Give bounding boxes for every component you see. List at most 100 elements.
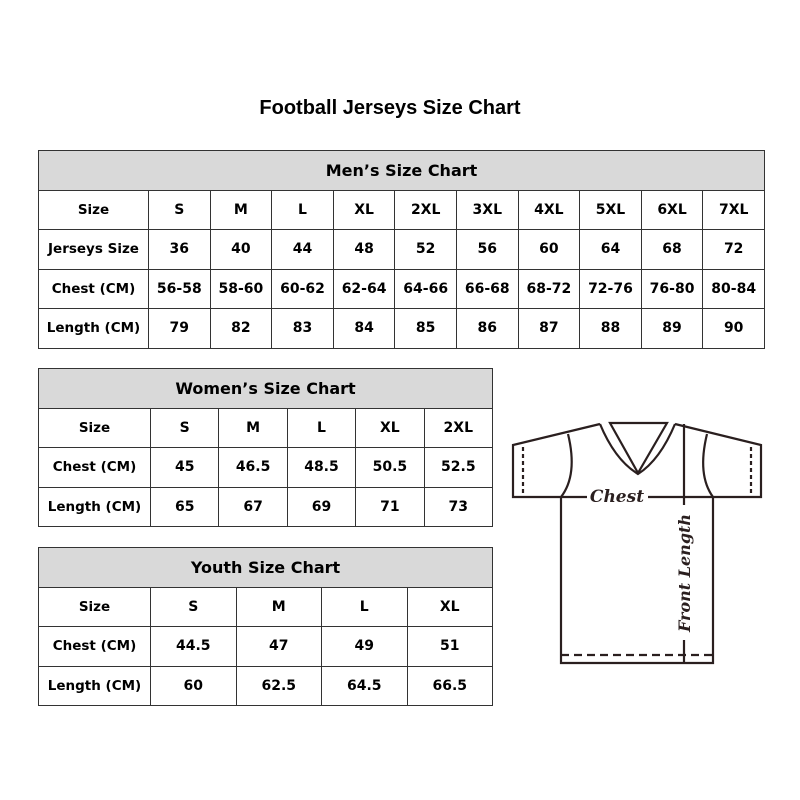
table-cell: 56-58 [148,268,211,309]
table-row: Jerseys Size 36 40 44 48 52 56 60 64 68 72 [38,229,766,270]
table-cell: XL [332,189,396,230]
row-label-cell: Length (CM) [38,486,151,527]
table-cell: XL [355,407,425,448]
table-cell: 52 [394,229,457,270]
table-cell: M [235,586,322,627]
table-cell: 64 [579,229,642,270]
table-cell: S [149,407,220,448]
table-cell: 2XL [394,189,457,230]
table-cell: 5XL [579,189,642,230]
table-cell: 2XL [423,407,494,448]
table-row: Size S M L XL 2XL [38,407,494,448]
table-cell: M [209,189,273,230]
womens-table-heading: Women’s Size Chart [37,368,494,409]
table-cell: 67 [218,486,288,527]
table-row: Length (CM) 79 82 83 84 85 86 87 88 89 90 [38,308,766,349]
table-cell: M [218,407,288,448]
jersey-collar [608,421,669,476]
table-cell: 60 [517,229,581,270]
youth-table-heading: Youth Size Chart [37,547,494,588]
table-cell: 60-62 [271,268,334,309]
table-cell: 50.5 [355,447,425,488]
table-cell: 60 [150,665,237,706]
table-cell: 84 [332,308,396,349]
page-title: Football Jerseys Size Chart [259,97,521,119]
table-cell: L [271,189,334,230]
table-cell: 62.5 [235,665,322,706]
table-cell: 87 [517,308,581,349]
table-cell: 71 [355,486,425,527]
table-cell: 3XL [455,189,519,230]
table-cell: 47 [235,626,322,667]
mens-table-heading: Men’s Size Chart [37,150,766,191]
table-cell: 66-68 [455,268,519,309]
jersey-outline [511,422,763,665]
row-label-cell: Chest (CM) [38,447,151,488]
table-cell: 48.5 [286,447,357,488]
table-cell: 49 [321,626,408,667]
table-cell: 82 [209,308,273,349]
womens-size-table: Women’s Size Chart Size S M L XL 2XL Chest (CM… [37,368,494,527]
table-cell: 64.5 [321,665,408,706]
table-cell: S [150,586,237,627]
table-cell: L [286,407,357,448]
table-cell: 68-72 [517,268,581,309]
table-cell: 68 [640,229,704,270]
chest-label: Chest [590,487,644,507]
table-cell: 4XL [517,189,581,230]
table-cell: L [321,586,408,627]
table-row: Size S M L XL [38,586,494,627]
row-label-cell: Size [38,407,151,448]
table-cell: 51 [406,626,494,667]
table-cell: 48 [332,229,396,270]
table-cell: 86 [455,308,519,349]
table-row: Length (CM) 60 62.5 64.5 66.5 [38,665,494,706]
row-label-cell: Size [38,189,149,230]
table-cell: 62-64 [332,268,396,309]
table-row: Size S M L XL 2XL 3XL 4XL 5XL 6XL 7XL [38,189,766,230]
row-label-cell: Chest (CM) [38,626,151,667]
table-cell: 76-80 [640,268,704,309]
mens-size-table: Men’s Size Chart Size S M L XL 2XL 3XL 4XL 5XL 6X… [37,150,766,349]
table-cell: 72-76 [579,268,642,309]
table-cell: 52.5 [423,447,494,488]
table-cell: 72 [702,229,766,270]
table-cell: 88 [579,308,642,349]
table-cell: 7XL [702,189,766,230]
row-label-cell: Chest (CM) [38,268,149,309]
table-row: Chest (CM) 44.5 47 49 51 [38,626,494,667]
table-cell: 69 [286,486,357,527]
table-cell: XL [406,586,494,627]
table-cell: 65 [149,486,220,527]
jersey-measurement-diagram: Chest Front Length [511,421,763,665]
table-cell: 56 [455,229,519,270]
table-cell: 44 [271,229,334,270]
row-label-cell: Length (CM) [38,665,151,706]
table-cell: 89 [640,308,704,349]
table-row: Length (CM) 65 67 69 71 73 [38,486,494,527]
front-length-label: Front Length [675,514,694,633]
table-cell: 44.5 [150,626,237,667]
table-cell: 6XL [640,189,704,230]
table-cell: 66.5 [406,665,494,706]
table-cell: 45 [149,447,220,488]
table-cell: S [148,189,211,230]
table-cell: 79 [148,308,211,349]
youth-size-table: Youth Size Chart Size S M L XL Chest (CM) 44.5… [37,547,494,706]
table-cell: 83 [271,308,334,349]
table-cell: 36 [148,229,211,270]
row-label-cell: Length (CM) [38,308,149,349]
table-cell: 64-66 [394,268,457,309]
table-cell: 90 [702,308,766,349]
table-cell: 73 [423,486,494,527]
table-cell: 80-84 [702,268,766,309]
table-cell: 58-60 [209,268,273,309]
row-label-cell: Size [38,586,151,627]
table-row: Chest (CM) 45 46.5 48.5 50.5 52.5 [38,447,494,488]
table-cell: 40 [209,229,273,270]
table-cell: 46.5 [218,447,288,488]
table-row: Chest (CM) 56-58 58-60 60-62 62-64 64-66 66-68… [38,268,766,309]
row-label-cell: Jerseys Size [38,229,149,270]
table-cell: 85 [394,308,457,349]
